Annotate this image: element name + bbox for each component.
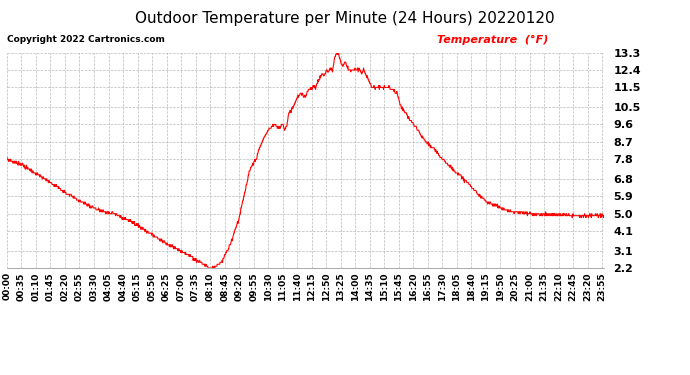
Text: Temperature  (°F): Temperature (°F) [437, 35, 548, 45]
Text: Copyright 2022 Cartronics.com: Copyright 2022 Cartronics.com [7, 35, 165, 44]
Text: Outdoor Temperature per Minute (24 Hours) 20220120: Outdoor Temperature per Minute (24 Hours… [135, 11, 555, 26]
